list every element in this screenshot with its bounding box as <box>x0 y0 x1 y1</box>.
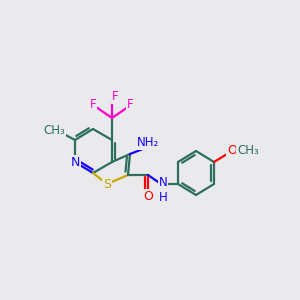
Text: CH₃: CH₃ <box>43 124 65 136</box>
Text: NH₂: NH₂ <box>137 136 159 149</box>
Text: N: N <box>70 155 80 169</box>
Text: F: F <box>90 98 96 112</box>
Text: F: F <box>127 98 133 112</box>
Text: N
H: N H <box>159 176 167 204</box>
Text: O: O <box>227 145 237 158</box>
Text: CH₃: CH₃ <box>237 145 259 158</box>
Text: S: S <box>103 178 111 190</box>
Text: F: F <box>112 91 118 103</box>
Text: O: O <box>143 190 153 202</box>
